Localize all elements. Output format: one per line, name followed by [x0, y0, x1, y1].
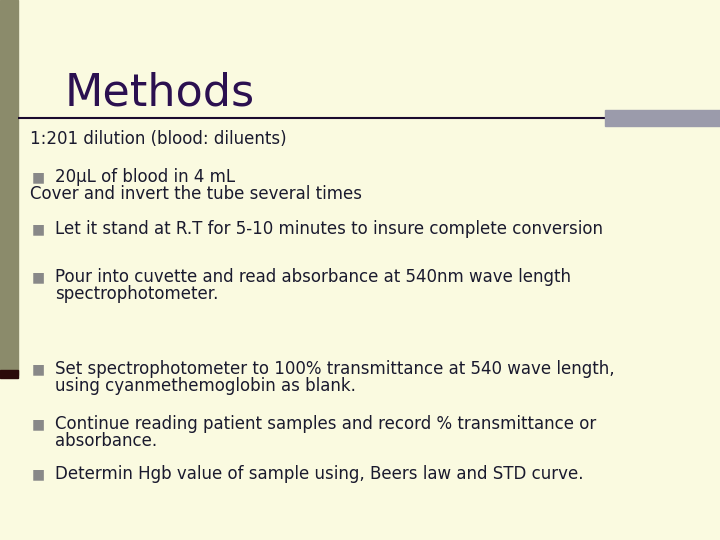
- Bar: [0, 370, 18, 378]
- Text: Continue reading patient samples and record % transmittance or: Continue reading patient samples and rec…: [55, 415, 596, 433]
- Text: absorbance.: absorbance.: [55, 432, 157, 450]
- Text: 20μL of blood in 4 mL: 20μL of blood in 4 mL: [55, 168, 235, 186]
- Text: Set spectrophotometer to 100% transmittance at 540 wave length,: Set spectrophotometer to 100% transmitta…: [55, 360, 615, 378]
- Text: Let it stand at R.T for 5-10 minutes to insure complete conversion: Let it stand at R.T for 5-10 minutes to …: [55, 220, 603, 238]
- Text: ■: ■: [32, 467, 45, 481]
- Text: ■: ■: [32, 170, 45, 184]
- Text: ■: ■: [32, 270, 45, 284]
- Text: 1:201 dilution (blood: diluents): 1:201 dilution (blood: diluents): [30, 130, 287, 148]
- Text: Pour into cuvette and read absorbance at 540nm wave length: Pour into cuvette and read absorbance at…: [55, 268, 571, 286]
- Bar: [605, 110, 720, 126]
- Bar: [0, 0, 18, 375]
- Text: using cyanmethemoglobin as blank.: using cyanmethemoglobin as blank.: [55, 377, 356, 395]
- Text: Methods: Methods: [65, 72, 255, 115]
- Text: ■: ■: [32, 222, 45, 236]
- Text: Determin Hgb value of sample using, Beers law and STD curve.: Determin Hgb value of sample using, Beer…: [55, 465, 583, 483]
- Text: Cover and invert the tube several times: Cover and invert the tube several times: [30, 185, 362, 203]
- Text: ■: ■: [32, 417, 45, 431]
- Text: spectrophotometer.: spectrophotometer.: [55, 285, 218, 303]
- Text: ■: ■: [32, 362, 45, 376]
